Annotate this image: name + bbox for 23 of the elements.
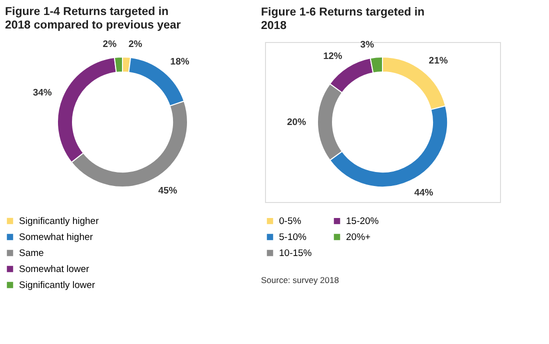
chart-title: Figure 1-6 Returns targeted in 2018 [261, 6, 425, 32]
data-label: 20% [286, 117, 307, 128]
legend-label: 20%+ [346, 232, 372, 243]
legend-label: Somewhat lower [19, 264, 90, 275]
legend-label: 10-15% [279, 248, 312, 259]
legend-label: 0-5% [279, 216, 302, 228]
data-label: 34% [32, 87, 52, 98]
data-label: 44% [414, 188, 434, 199]
chart-title: Figure 1-4 Returns targeted in 2018 compared to previous year [5, 6, 182, 32]
data-label: 3% [360, 39, 375, 50]
legend-label: Somewhat higher [19, 232, 93, 243]
legend-label: Same [19, 248, 44, 259]
legend-label: 15-20% [346, 216, 380, 228]
legend-label: Significantly higher [19, 216, 99, 227]
data-label: 2% [102, 39, 118, 50]
data-label: 2% [128, 39, 143, 50]
source-note: Source: survey 2018 [261, 275, 340, 285]
data-label: 18% [170, 56, 190, 68]
legend-label: Significantly lower [19, 280, 96, 291]
legend-label: 5-10% [279, 232, 308, 243]
data-label: 12% [323, 51, 343, 62]
data-label: 45% [158, 186, 178, 197]
data-label: 21% [428, 55, 448, 66]
